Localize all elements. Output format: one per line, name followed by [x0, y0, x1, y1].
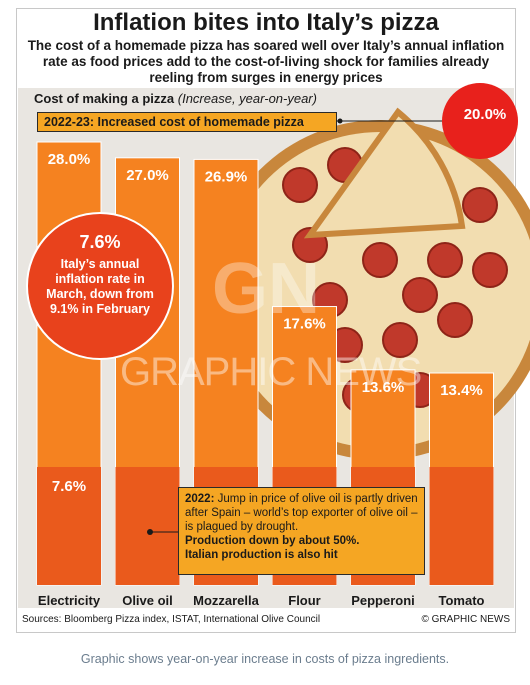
inflation-reference-label: 7.6% — [52, 478, 86, 495]
chart-label: Cost of making a pizza (Increase, year-o… — [34, 91, 317, 106]
category-label: Electricity — [38, 593, 101, 608]
copyright-text: © GRAPHIC NEWS — [421, 614, 511, 625]
category-label: Flour — [288, 593, 321, 608]
category-label: Tomato — [439, 593, 485, 608]
pepperoni-5 — [362, 242, 398, 278]
pepperoni-1 — [282, 167, 318, 203]
note-bold-2: Italian production is also hit — [185, 549, 338, 561]
sources-text: Sources: Bloomberg Pizza index, ISTAT, I… — [22, 614, 321, 625]
inflation-rate-text: Italy’s annual inflation rate in March, … — [46, 257, 154, 316]
note-pointer-dot — [147, 529, 153, 535]
category-label: Pepperoni — [351, 593, 415, 608]
chart-label-unit: (Increase, year-on-year) — [177, 91, 317, 106]
note-lead: 2022: — [185, 493, 215, 505]
category-label: Mozzarella — [193, 593, 260, 608]
total-cost-banner: 2022-23: Increased cost of homemade pizz… — [37, 112, 337, 132]
pepperoni-10 — [437, 302, 473, 338]
note-bold-1: Production down by about 50%. — [185, 535, 360, 547]
bar-value-label: 26.9% — [205, 168, 248, 185]
banner-pointer-dot — [337, 118, 343, 124]
bar-inflation-segment-tomato — [429, 467, 494, 585]
bar-inflation-segment-electricity — [37, 467, 101, 585]
pepperoni-8 — [382, 322, 418, 358]
pizza-slice — [303, 107, 466, 239]
bar-value-label: 13.6% — [362, 379, 405, 396]
olive-oil-note: 2022: Jump in price of olive oil is part… — [178, 487, 425, 575]
pepperoni-9 — [427, 242, 463, 278]
chart-label-title: Cost of making a pizza — [34, 91, 175, 106]
total-increase-circle — [442, 83, 518, 159]
pepperoni-14 — [462, 187, 498, 223]
page-subtitle: The cost of a homemade pizza has soared … — [27, 38, 505, 85]
page-title: Inflation bites into Italy’s pizza — [93, 9, 439, 36]
watermark-logo: GN — [212, 249, 320, 329]
watermark-text: GRAPHIC NEWS — [120, 350, 422, 394]
image-caption: Graphic shows year-on-year increase in c… — [80, 652, 450, 666]
pepperoni-6 — [402, 277, 438, 313]
inflation-rate-circle: 7.6% Italy’s annual inflation rate in Ma… — [26, 212, 174, 360]
bar-value-label: 17.6% — [283, 316, 326, 333]
inflation-rate-value: 7.6% — [79, 232, 121, 252]
bar-value-label: 28.0% — [48, 151, 91, 168]
bar-value-label: 13.4% — [440, 382, 483, 399]
bar-inflation-segment-olive-oil — [115, 467, 180, 585]
pepperoni-15 — [472, 252, 508, 288]
bar-value-label: 27.0% — [126, 167, 169, 184]
total-increase-value: 20.0% — [463, 106, 507, 123]
category-label: Olive oil — [122, 593, 173, 608]
note-text: Jump in price of olive oil is partly dri… — [185, 493, 418, 533]
